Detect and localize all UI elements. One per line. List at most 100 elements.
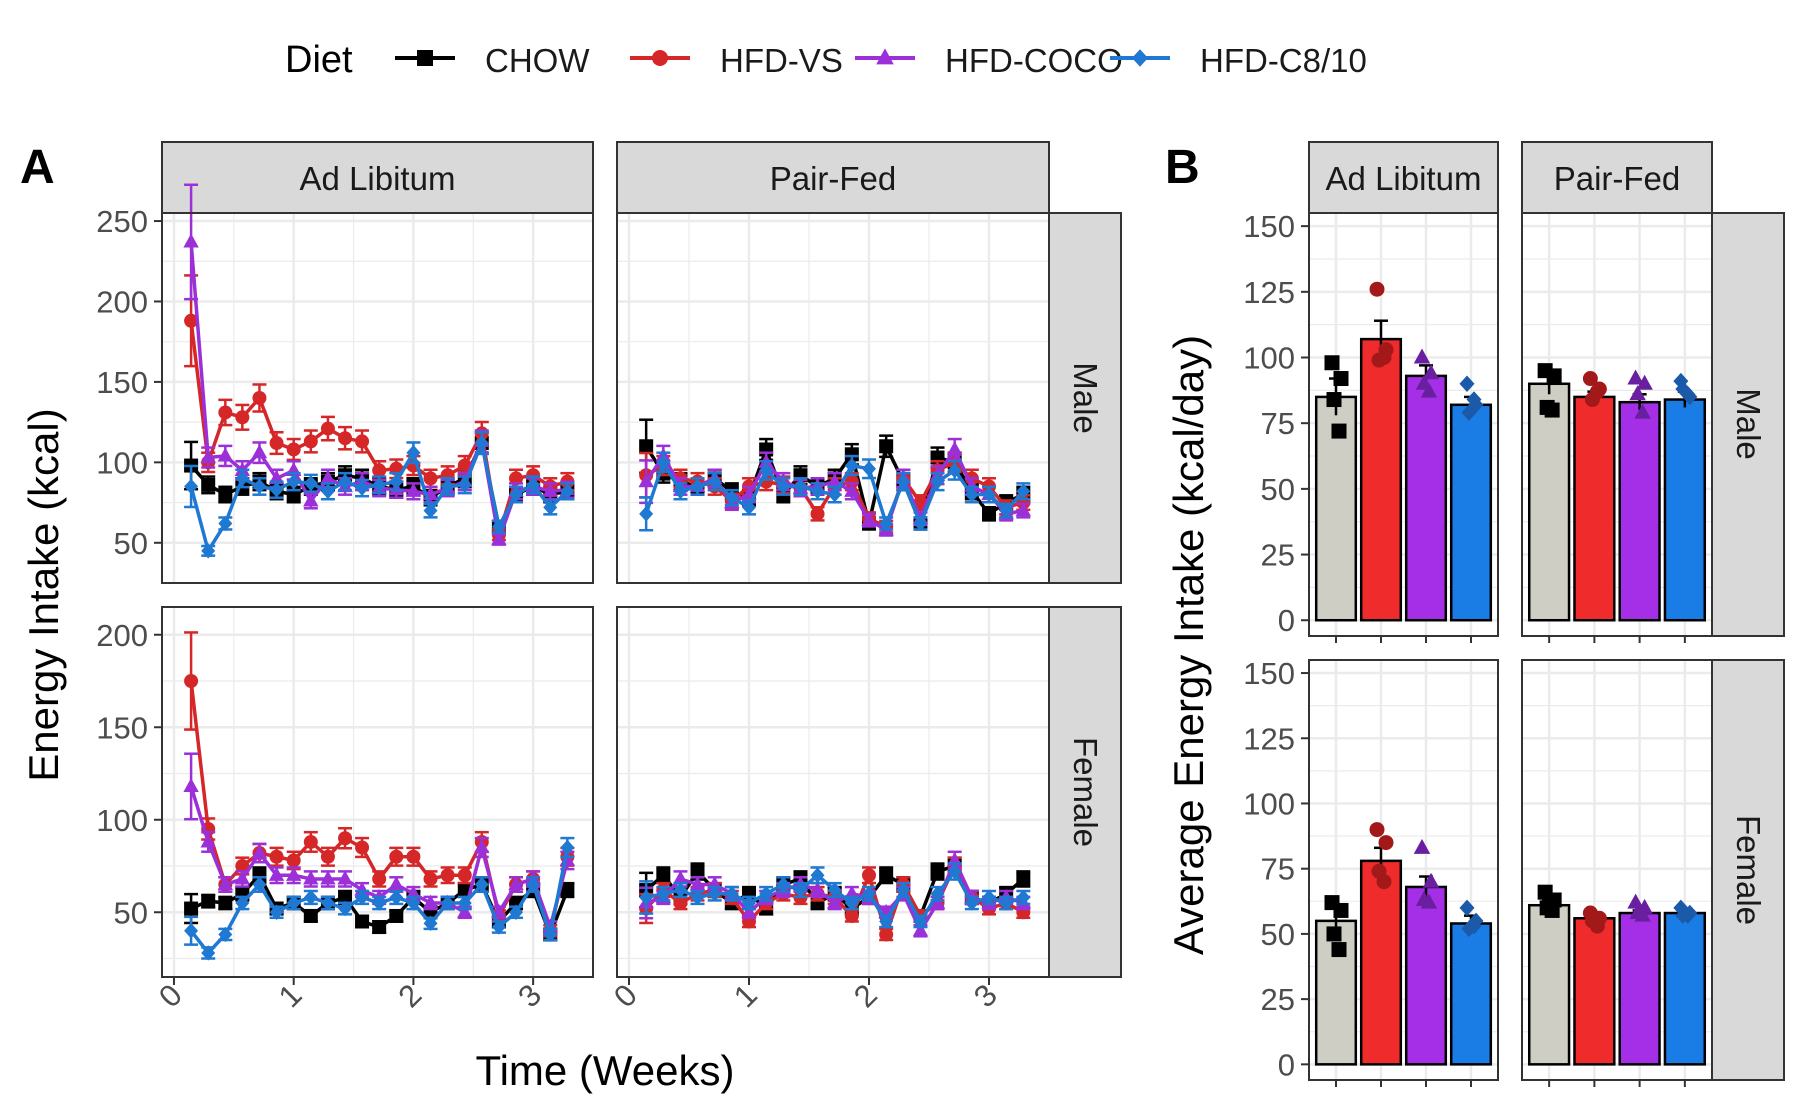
data-point [252, 868, 267, 883]
data-point [689, 876, 706, 891]
data-point [218, 405, 233, 420]
data-point [474, 876, 489, 893]
y-tick-label: 50 [1261, 472, 1295, 507]
point-chow [1326, 392, 1342, 408]
data-point [389, 473, 404, 490]
point-hfd-c8-10 [1461, 404, 1477, 421]
plot-border [616, 606, 1050, 978]
data-point [543, 926, 558, 943]
data-point [303, 889, 318, 906]
data-point [810, 506, 825, 521]
data-point [560, 483, 575, 500]
data-point [217, 876, 234, 891]
data-point [303, 870, 319, 885]
data-point [372, 920, 387, 935]
y-tick-label: 200 [96, 284, 148, 319]
data-point [947, 462, 962, 479]
data-point [184, 674, 199, 688]
data-point [793, 882, 808, 898]
bar-hfd-coco [1618, 400, 1661, 622]
legend-label-hfd-c8-10: HFD-C8/10 [1200, 42, 1367, 79]
data-point [388, 876, 404, 891]
point-hfd-coco [1627, 369, 1644, 385]
data-point [964, 486, 979, 503]
data-point [509, 904, 524, 920]
point-hfd-coco [1413, 348, 1431, 364]
y-tick-label: 0 [1278, 1047, 1295, 1082]
data-point [810, 867, 825, 883]
data-point [303, 834, 318, 849]
data-point [826, 894, 843, 909]
data-point [218, 896, 233, 910]
strip-a-ad-libitum-label: Ad Libitum [300, 160, 456, 197]
data-point [183, 778, 199, 793]
facet-b-ad-libitum-male [1308, 212, 1499, 637]
data-point [337, 870, 353, 885]
data-point [827, 486, 842, 503]
y-tick-label: 150 [1243, 656, 1295, 691]
y-tick-label: 100 [1243, 786, 1295, 821]
strip-b-female [1711, 659, 1785, 1081]
data-point [844, 474, 859, 489]
b-y-axis-title: Average Energy Intake (kcal/day) [1165, 335, 1212, 955]
data-point [879, 868, 894, 883]
facet-b-pair-fed-male [1521, 212, 1713, 637]
y-tick-label: 100 [96, 445, 148, 480]
data-point [672, 870, 689, 885]
data-point [1015, 502, 1032, 517]
point-hfd-c8-10 [1680, 386, 1696, 403]
data-point [286, 853, 301, 868]
data-point [982, 486, 996, 503]
data-point [268, 866, 285, 881]
strip-a-pair-fed-label: Pair-Fed [770, 160, 897, 197]
point-chow [1546, 368, 1562, 384]
point-hfd-c8-10 [1466, 391, 1482, 408]
point-hfd-coco [1634, 403, 1651, 419]
data-point [389, 849, 404, 864]
point-chow [1544, 902, 1560, 918]
data-point [457, 895, 472, 911]
data-point [423, 871, 438, 886]
data-point [724, 490, 739, 506]
point-chow [1544, 402, 1560, 418]
bar-chow [1527, 903, 1571, 1066]
data-point [201, 543, 216, 559]
data-point [946, 441, 963, 456]
strip-b-male-label: Male [1730, 388, 1767, 460]
data-point [509, 486, 524, 503]
data-point [930, 473, 945, 490]
x-tick-label: 2 [391, 977, 428, 1014]
legend-label-hfd-vs: HFD-VS [720, 42, 843, 79]
plot-border [161, 212, 594, 584]
data-point [201, 945, 216, 961]
data-point [491, 919, 506, 935]
y-tick-label: 100 [1243, 341, 1295, 376]
data-point [896, 882, 911, 898]
point-hfd-vs [1378, 835, 1394, 851]
legend-title: Diet [285, 39, 353, 81]
data-point [999, 895, 1014, 911]
data-point [286, 442, 301, 457]
data-point [457, 477, 472, 493]
data-point [184, 478, 199, 495]
data-point [218, 926, 233, 943]
data-point [844, 482, 860, 497]
plot-border [1308, 659, 1499, 1081]
facet-a-pair-fed-male [616, 212, 1050, 584]
data-point [338, 890, 353, 905]
series-hfd-c8-10 [184, 430, 575, 559]
series-hfd-c8-10 [184, 836, 575, 961]
a-y-axis-title: Energy Intake (kcal) [20, 408, 67, 782]
data-point [862, 461, 876, 477]
data-point [252, 478, 267, 495]
bar-hfd-c8-10 [1663, 911, 1707, 1066]
data-point [303, 492, 319, 507]
data-point [912, 922, 929, 937]
legend-marker-hfd-c8-10 [1132, 49, 1148, 67]
y-tick-label: 150 [96, 365, 148, 400]
panel-b-strips: Ad Libitum Pair-Fed Male Female [1308, 141, 1785, 1081]
data-point [184, 923, 199, 939]
x-tick-label: 2 [847, 977, 884, 1014]
data-point [355, 840, 370, 855]
